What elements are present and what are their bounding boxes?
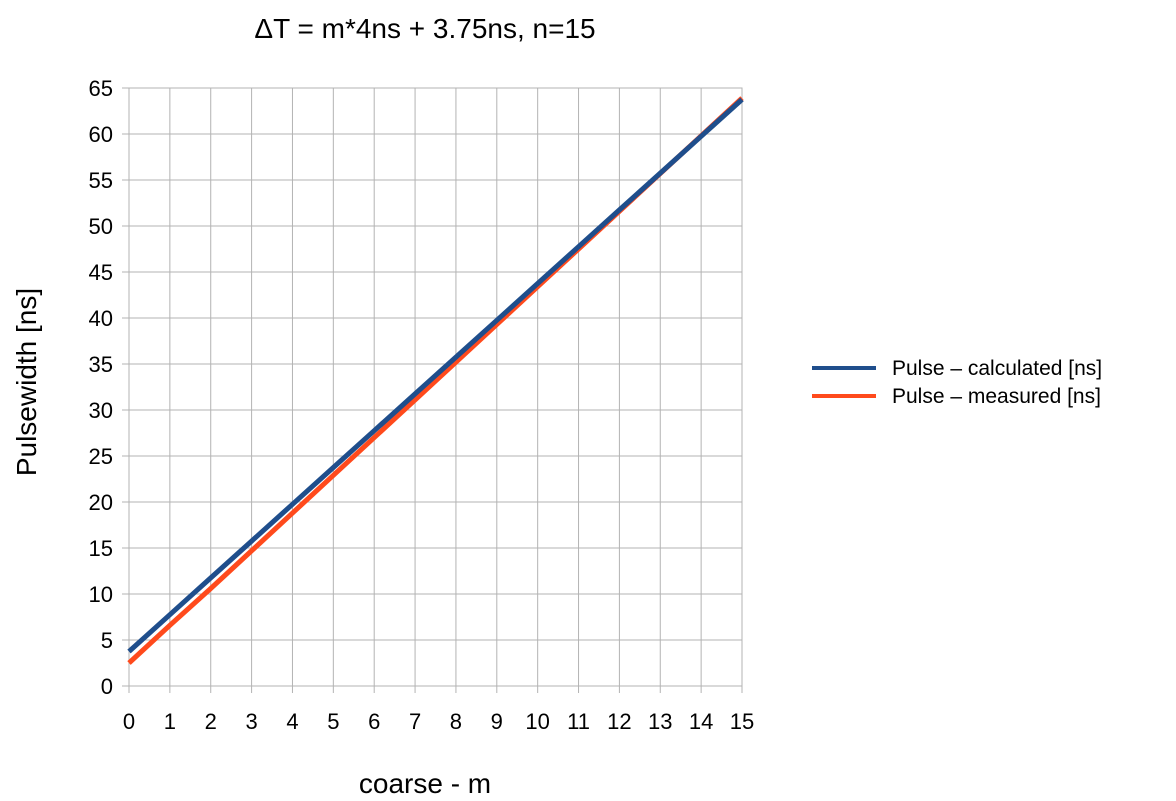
- x-tick-label: 9: [491, 709, 503, 734]
- grid: [128, 87, 743, 687]
- y-tick-label: 25: [89, 444, 113, 469]
- legend-label: Pulse – measured [ns]: [892, 385, 1101, 408]
- x-tick-label: 10: [525, 709, 549, 734]
- x-tick-label: 13: [648, 709, 672, 734]
- y-tick-label: 65: [89, 76, 113, 101]
- y-axis-title: Pulsewidth [ns]: [11, 288, 42, 476]
- x-tick-label: 11: [567, 709, 590, 734]
- plot-area-border: [128, 87, 743, 687]
- x-tick-label: 3: [245, 709, 257, 734]
- y-axis-ticks: 0 5 10 15 20 25 30 35 40 45 50 55 60 65: [89, 76, 129, 699]
- legend: Pulse – calculated [ns] Pulse – measured …: [812, 357, 1102, 408]
- y-tick-label: 50: [89, 214, 113, 239]
- x-tick-label: 1: [164, 709, 176, 734]
- y-tick-label: 45: [89, 260, 113, 285]
- x-tick-label: 15: [730, 709, 754, 734]
- y-tick-label: 5: [101, 628, 113, 653]
- y-tick-label: 20: [89, 490, 113, 515]
- y-tick-label: 15: [89, 536, 113, 561]
- x-axis-title: coarse - m: [359, 768, 491, 799]
- y-tick-label: 60: [89, 122, 113, 147]
- x-tick-label: 2: [205, 709, 217, 734]
- x-tick-label: 8: [450, 709, 462, 734]
- y-tick-label: 35: [89, 352, 113, 377]
- series-lines: [127, 96, 744, 665]
- legend-label: Pulse – calculated [ns]: [892, 357, 1102, 380]
- plot-frame: [128, 87, 743, 687]
- x-axis-ticks: 0 1 2 3 4 5 6 7 8 9 10 11 12 13 14 15: [123, 686, 754, 734]
- y-tick-label: 40: [89, 306, 113, 331]
- x-tick-label: 12: [607, 709, 631, 734]
- x-tick-label: 14: [689, 709, 713, 734]
- x-tick-label: 0: [123, 709, 135, 734]
- y-tick-label: 0: [101, 674, 113, 699]
- x-tick-label: 5: [327, 709, 339, 734]
- chart-title: ΔT = m*4ns + 3.75ns, n=15: [254, 13, 595, 44]
- x-tick-label: 4: [286, 709, 298, 734]
- x-tick-label: 7: [409, 709, 421, 734]
- x-tick-label: 6: [368, 709, 380, 734]
- series-line-pulse-calculated-ns: [127, 97, 744, 654]
- y-tick-label: 55: [89, 168, 113, 193]
- y-tick-label: 10: [89, 582, 113, 607]
- y-tick-label: 30: [89, 398, 113, 423]
